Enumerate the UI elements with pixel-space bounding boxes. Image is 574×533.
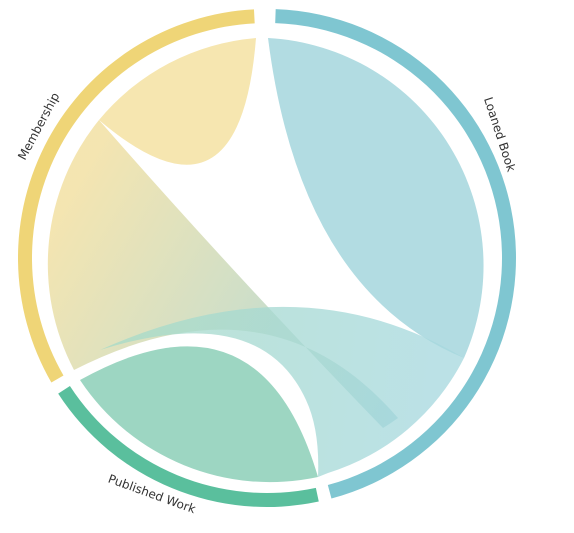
ribbon-published-work-self[interactable] <box>80 346 318 483</box>
ribbons <box>47 38 484 483</box>
group-arc-membership[interactable] <box>18 9 255 383</box>
group-arc-published-work[interactable] <box>58 385 319 507</box>
ribbon-loaned-book-self[interactable] <box>268 38 484 358</box>
group-arcs <box>18 9 516 507</box>
ribbon-published-work-loaned-book[interactable] <box>100 306 464 477</box>
ribbon-membership-self[interactable] <box>99 38 256 165</box>
